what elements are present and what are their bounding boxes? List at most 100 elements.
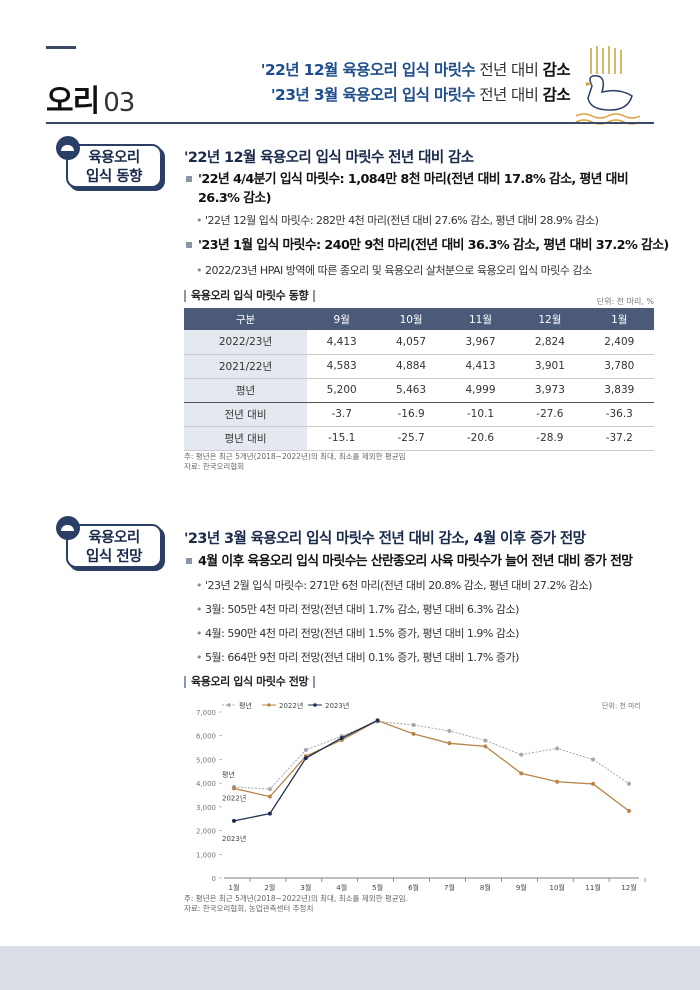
badge-trend: 육용오리 입식 동향: [56, 136, 164, 188]
table-cell: -15.1: [307, 426, 377, 451]
table-header-cell: 11월: [445, 308, 516, 330]
table-row: 2021/22년 4,583 4,884 4,413 3,901 3,780: [184, 354, 654, 379]
x-tick-label: 11월: [585, 883, 600, 892]
data-point: [447, 741, 452, 746]
table-cell: 4,583: [307, 354, 377, 379]
series-line: [233, 719, 630, 812]
y-tick-label: 1,000: [196, 851, 216, 859]
data-point: [339, 735, 344, 740]
duck-head-icon: [56, 136, 80, 160]
x-tick-label: 5월: [372, 883, 383, 892]
section2-title: '23년 3월 육용오리 입식 마릿수 전년 대비 감소, 4월 이후 증가 전…: [184, 531, 586, 547]
data-point: [483, 744, 488, 749]
table-cell: 3,780: [584, 354, 654, 379]
table-row: 전년 대비 -3.7 -16.9 -10.1 -27.6 -36.3: [184, 402, 654, 427]
data-point: [519, 771, 524, 776]
section2-sub: 5월: 664만 9천 마리 전망(전년 대비 0.1% 증가, 평년 대비 1…: [196, 649, 519, 665]
table-cell: 2,824: [515, 330, 585, 355]
data-point: [627, 809, 631, 814]
series-point-label: 평년: [222, 770, 235, 779]
section2-bullet1: 4월 이후 육용오리 입식 마릿수는 산란종오리 사육 마릿수가 늘어 전년 대…: [185, 552, 633, 571]
table-row: 평년 5,200 5,463 4,999 3,973 3,839: [184, 378, 654, 403]
table-cell: 5,463: [376, 378, 446, 403]
table-title: 육용오리 입식 마릿수 동향: [184, 290, 315, 302]
data-point: [232, 818, 236, 823]
table-cell: 5,200: [307, 378, 377, 403]
series-point-label: 2022년: [222, 793, 246, 802]
y-tick-label: 0: [212, 875, 216, 883]
table-cell: 평년: [184, 378, 307, 403]
legend-label: 평년: [239, 701, 252, 710]
table-cell: -27.6: [515, 402, 585, 427]
table-cell: -28.9: [515, 426, 585, 451]
table-cell: 평년 대비: [184, 426, 307, 451]
legend-label: 2023년: [325, 701, 349, 710]
x-tick-label: 2월: [264, 883, 275, 892]
x-tick-label: 6월: [408, 883, 419, 892]
entry-table: 구분 9월 10월 11월 12월 1월 2022/23년 4,413 4,057 3,967 2…: [184, 308, 654, 451]
section1-sub1: '22년 12월 입식 마릿수: 282만 4천 마리(전년 대비 27.6% …: [196, 212, 599, 228]
table-cell: -36.3: [584, 402, 654, 427]
data-point: [411, 723, 416, 728]
top-accent-line: [46, 46, 76, 49]
table-cell: 2021/22년: [184, 354, 307, 379]
table-cell: 4,884: [376, 354, 446, 379]
footer-band: [0, 946, 700, 990]
data-point: [232, 786, 236, 791]
y-tick-label: 2,000: [196, 828, 216, 836]
data-point: [375, 718, 380, 723]
badge-outlook: 육용오리 입식 전망: [56, 516, 164, 568]
table-cell: 전년 대비: [184, 402, 307, 427]
table-header-cell: 12월: [515, 308, 585, 330]
data-point: [447, 728, 452, 733]
table-header-cell: 9월: [307, 308, 377, 330]
section1-title: '22년 12월 육용오리 입식 마릿수 전년 대비 감소: [184, 150, 474, 166]
table-cell: 4,413: [307, 330, 377, 355]
section1-bullet2: '23년 1월 입식 마릿수: 240만 9천 마리(전년 대비 36.3% 감…: [186, 236, 669, 255]
table-cell: -25.7: [376, 426, 446, 451]
table-notes: 주: 평년은 최근 5개년(2018~2022년)의 최대, 최소를 제외한 평…: [184, 452, 406, 471]
section2-sub: '23년 2월 입식 마릿수: 271만 6천 마리(전년 대비 20.8% 감…: [196, 577, 592, 593]
x-tick-label: 1월: [229, 883, 240, 892]
chart-title: 육용오리 입식 마릿수 전망: [184, 676, 315, 688]
table-cell: 4,413: [445, 354, 516, 379]
series-line: [233, 719, 378, 822]
table-cell: 4,999: [445, 378, 516, 403]
data-point: [303, 756, 308, 761]
series-point-label: 2023년: [222, 834, 246, 843]
data-point: [267, 811, 272, 816]
table-row: 평년 대비 -15.1 -25.7 -20.6 -28.9 -37.2: [184, 426, 654, 451]
legend-marker: [313, 703, 317, 707]
table-cell: -3.7: [307, 402, 377, 427]
series-line: [233, 720, 630, 790]
line-chart: 0 1,000 2,000 3,000 4,000 5,000 6,000 7,000 1월 2월…: [196, 701, 646, 892]
section1-bullet1: '22년 4/4분기 입식 마릿수: 1,084만 8천 마리(전년 대비 17…: [185, 170, 629, 208]
table-header-cell: 1월: [584, 308, 654, 330]
x-tick-label: 12월: [621, 883, 636, 892]
table-cell: 4,057: [376, 330, 446, 355]
data-point: [267, 787, 272, 792]
headline: '22년 12월 육용오리 입식 마릿수 전년 대비 감소 '23년 3월 육용…: [260, 61, 571, 104]
y-tick-label: 3,000: [196, 804, 216, 812]
data-point: [411, 731, 416, 736]
chart-notes: 주: 평년은 최근 5개년(2018~2022년)의 최대, 최소를 제외한 평…: [184, 894, 408, 913]
page-title: 오리 03: [46, 84, 135, 119]
table-header-cell: 구분: [184, 308, 307, 330]
data-point: [591, 757, 596, 762]
table-cell: 3,967: [445, 330, 516, 355]
table-cell: -20.6: [445, 426, 516, 451]
table-cell: 2022/23년: [184, 330, 307, 355]
legend-marker: [267, 703, 271, 707]
legend-label: 2022년: [279, 701, 303, 710]
table-cell: 3,839: [584, 378, 654, 403]
data-point: [627, 781, 631, 786]
y-tick-label: 7,000: [196, 709, 216, 717]
data-point: [267, 794, 272, 799]
table-header-cell: 10월: [376, 308, 446, 330]
y-tick-label: 6,000: [196, 733, 216, 741]
section2-sub: 3월: 505만 4천 마리 전망(전년 대비 1.7% 감소, 평년 대비 6…: [196, 601, 519, 617]
x-tick-label: 7월: [444, 883, 455, 892]
data-point: [555, 746, 560, 751]
x-tick-label: 8월: [480, 883, 491, 892]
y-tick-label: 4,000: [196, 780, 216, 788]
